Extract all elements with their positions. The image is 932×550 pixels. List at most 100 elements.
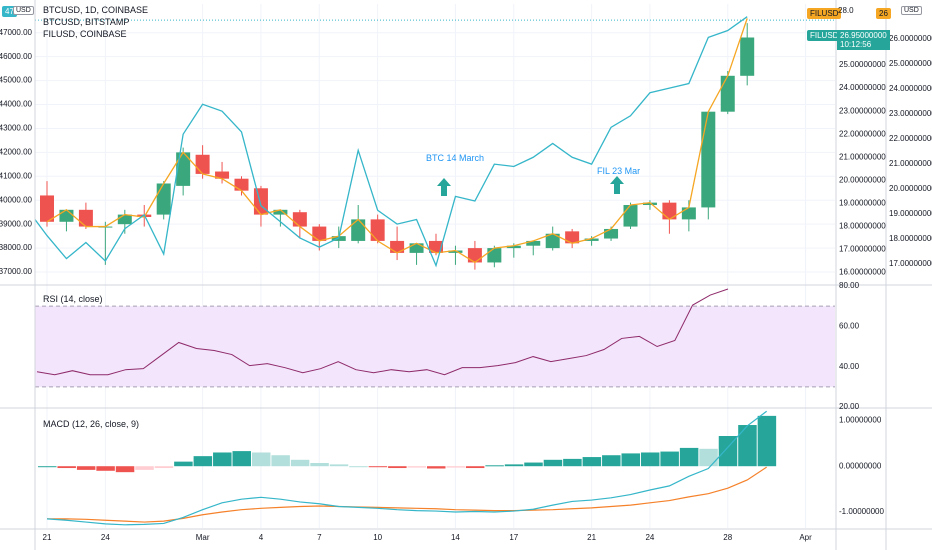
- candle-body: [351, 219, 366, 241]
- macd-axis-tick: -1.00000000: [839, 507, 884, 516]
- btc-up-arrow: [437, 178, 451, 196]
- macd-histogram-bar: [349, 466, 368, 468]
- rsi-axis-tick: 60.00: [839, 321, 860, 330]
- far-right-axis-tick: 22.00000000: [889, 134, 932, 143]
- macd-histogram-bar: [213, 452, 232, 467]
- far-price-tag: 26: [876, 8, 891, 19]
- macd-histogram-bar: [738, 425, 757, 467]
- candle-body: [390, 240, 405, 253]
- candle-body: [701, 111, 716, 208]
- macd-histogram-bar: [446, 466, 465, 468]
- right-axis-tick: 23.00000000: [839, 106, 886, 115]
- left-axis-tick: 44000.00: [0, 100, 33, 109]
- macd-signal-line: [47, 466, 767, 523]
- far-right-axis-tick: 17.00000000: [889, 259, 932, 268]
- macd-histogram-bar: [76, 466, 96, 470]
- right-axis-tick: 24.00000000: [839, 83, 886, 92]
- x-axis-tick: 4: [259, 533, 264, 542]
- candle-body: [448, 250, 463, 253]
- candle-body: [565, 231, 580, 244]
- rsi-pane: [36, 288, 729, 376]
- candle-body: [234, 178, 249, 191]
- far-right-axis-tick: 18.00000000: [889, 234, 932, 243]
- far-right-axis-tick: 19.00000000: [889, 209, 932, 218]
- left-axis-tick: 37000.00: [0, 267, 33, 276]
- macd-histogram-bar: [524, 462, 543, 467]
- right-top-value: 28.0: [838, 6, 854, 15]
- candle-body: [40, 195, 54, 222]
- candle-body: [117, 214, 132, 225]
- macd-histogram-bar: [427, 466, 446, 469]
- macd-histogram-bar: [543, 459, 563, 467]
- legend-main-symbol[interactable]: BTCUSD, 1D, COINBASE: [43, 5, 149, 15]
- left-usd-badge[interactable]: USD: [13, 6, 34, 15]
- candle-body: [681, 207, 696, 220]
- macd-histogram-bar: [388, 466, 407, 469]
- rsi-pane-label[interactable]: RSI (14, close): [43, 294, 103, 304]
- right-axis-tick: 22.00000000: [839, 129, 886, 138]
- left-axis-tick: 39000.00: [0, 219, 33, 228]
- candle-body: [467, 248, 482, 263]
- candle-body: [506, 245, 521, 249]
- right-axis-tick: 21.00000000: [839, 152, 886, 161]
- fil-annotation-label[interactable]: FIL 23 Mar: [597, 166, 641, 176]
- macd-histogram-bar: [407, 466, 427, 468]
- macd-histogram-bar: [504, 464, 524, 467]
- macd-histogram-bar: [485, 465, 504, 467]
- macd-line: [46, 410, 768, 526]
- btc-annotation-label[interactable]: BTC 14 March: [426, 153, 485, 163]
- macd-histogram-bar: [563, 458, 582, 467]
- right-axis-tick: 18.00000000: [839, 221, 886, 230]
- far-right-axis-tick: 24.00000000: [889, 84, 932, 93]
- btc-bitstamp-line: [46, 18, 748, 264]
- fil-coinbase-line: [34, 16, 748, 268]
- x-axis-tick: 17: [509, 533, 518, 542]
- candle-body: [273, 209, 288, 215]
- candle-body: [78, 209, 93, 227]
- price-pane: [34, 16, 835, 270]
- far-right-axis-tick: 25.00000000: [889, 59, 932, 68]
- rsi-axis-tick: 40.00: [839, 362, 860, 371]
- right-usd-badge[interactable]: USD: [901, 6, 922, 15]
- x-axis-tick: 14: [451, 533, 460, 542]
- rsi-axis-tick: 20.00: [839, 402, 860, 411]
- right-axis-tick: 19.00000000: [839, 198, 886, 207]
- far-right-axis-tick: 23.00000000: [889, 109, 932, 118]
- macd-histogram-bar: [290, 459, 310, 467]
- candle-body: [642, 202, 657, 206]
- left-axis-tick: 42000.00: [0, 147, 33, 156]
- candle-body: [176, 152, 191, 186]
- left-axis-tick: 46000.00: [0, 52, 33, 61]
- macd-histogram-bar: [699, 448, 718, 467]
- macd-histogram-bar: [582, 457, 602, 467]
- candle-body: [526, 240, 541, 246]
- candle-body: [253, 188, 268, 215]
- current-price-value: 26.95000000: [840, 31, 887, 40]
- macd-histogram-bar: [193, 456, 213, 467]
- legend-fil-coinbase[interactable]: FILUSD, COINBASE: [43, 29, 127, 39]
- macd-histogram-bar: [621, 453, 640, 467]
- legend: BTCUSD, 1D, COINBASE BTCUSD, BITSTAMP FI…: [43, 4, 148, 40]
- macd-histogram-bar: [57, 466, 76, 469]
- macd-histogram-bar: [115, 466, 135, 473]
- macd-histogram-bar: [271, 455, 290, 467]
- macd-histogram-bar: [602, 455, 621, 467]
- macd-histogram-bar: [660, 451, 679, 467]
- macd-pane: [38, 410, 777, 526]
- x-axis-tick: 28: [723, 533, 732, 542]
- candle-body: [195, 154, 210, 174]
- candle-body: [312, 226, 327, 241]
- left-axis-tick: 45000.00: [0, 76, 33, 85]
- countdown-timer: 10:12:56: [840, 40, 872, 49]
- macd-histogram-bar: [135, 466, 154, 470]
- left-axis-tick: 43000.00: [0, 124, 33, 133]
- x-axis-tick: 21: [43, 533, 52, 542]
- far-right-axis-tick: 21.00000000: [889, 159, 932, 168]
- macd-histogram-bar: [251, 452, 271, 467]
- macd-pane-label[interactable]: MACD (12, 26, close, 9): [43, 419, 140, 429]
- legend-btc-bitstamp[interactable]: BTCUSD, BITSTAMP: [43, 17, 130, 27]
- far-right-axis-tick: 26.00000000: [889, 34, 932, 43]
- macd-histogram-bar: [368, 466, 388, 468]
- macd-histogram-bar: [310, 463, 329, 467]
